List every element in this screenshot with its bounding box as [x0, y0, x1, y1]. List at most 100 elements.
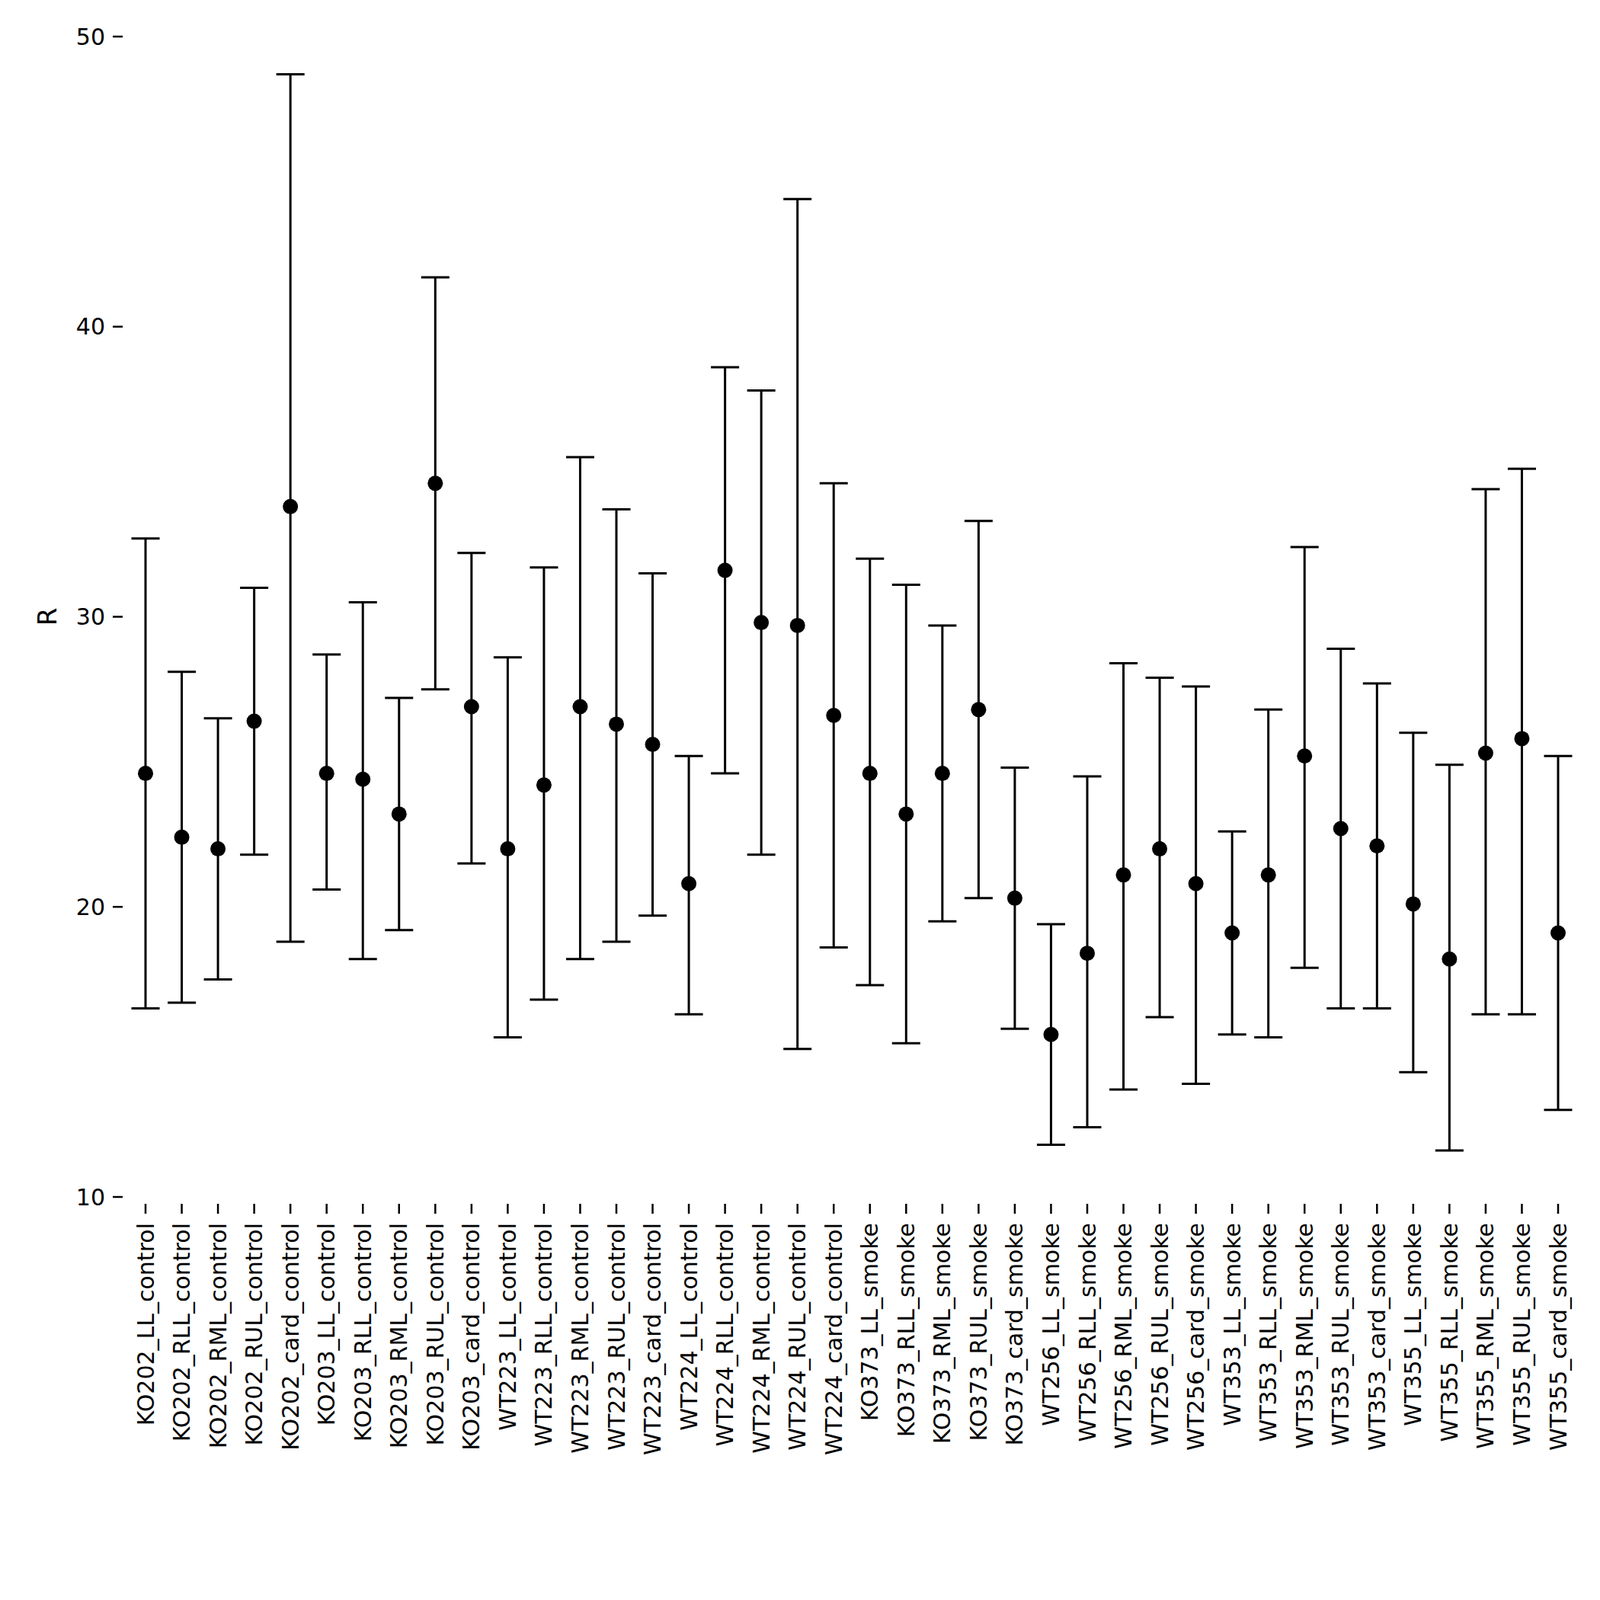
x-tick — [1303, 1203, 1306, 1214]
error-cap-low — [892, 1042, 921, 1045]
x-tick-label: WT224_RUL_control — [784, 1222, 811, 1451]
error-cap-low — [131, 1007, 160, 1010]
x-tick-label: KO202_RML_control — [204, 1222, 232, 1449]
y-tick-label: 20 — [76, 893, 106, 921]
point — [717, 563, 733, 579]
error-cap-high — [1363, 682, 1392, 685]
x-tick-label: WT256_card_smoke — [1182, 1222, 1210, 1451]
x-tick — [869, 1203, 872, 1214]
error-bar — [892, 585, 921, 1044]
x-tick-label: KO373_card_smoke — [1001, 1222, 1028, 1447]
point — [825, 707, 842, 724]
error-bar — [1109, 662, 1138, 1090]
x-tick-label: WT256_RML_smoke — [1110, 1222, 1137, 1450]
error-bar — [964, 521, 993, 899]
error-cap-high — [747, 389, 776, 392]
error-cap-low — [783, 1047, 812, 1050]
x-tick-label: KO373_RLL_smoke — [892, 1222, 920, 1437]
error-cap-high — [602, 508, 631, 511]
x-tick — [252, 1203, 256, 1214]
point — [319, 765, 335, 781]
y-tick-label: 40 — [76, 313, 106, 340]
error-cap-low — [710, 772, 740, 775]
x-tick — [217, 1203, 220, 1214]
x-tick-label: KO202_LL_control — [132, 1222, 160, 1426]
error-cap-high — [1290, 546, 1319, 549]
point — [862, 765, 878, 781]
x-tick — [579, 1203, 582, 1214]
error-cap-low — [312, 888, 341, 891]
point — [246, 713, 263, 730]
marks — [131, 73, 1573, 1151]
error-cap-low — [1398, 1071, 1428, 1074]
error-bar — [1254, 709, 1283, 1037]
x-tick-label: WT353_card_smoke — [1363, 1222, 1391, 1451]
chart: 1020304050RKO202_LL_controlKO202_RLL_con… — [0, 0, 1600, 1600]
error-cap-high — [855, 557, 884, 560]
error-cap-high — [204, 716, 233, 720]
error-cap-low — [348, 957, 378, 960]
point — [1405, 896, 1421, 912]
point — [355, 771, 371, 788]
error-cap-low — [1181, 1082, 1210, 1085]
error-cap-high — [1218, 830, 1247, 833]
x-tick — [1484, 1203, 1488, 1214]
y-tick — [112, 615, 123, 618]
error-cap-high — [566, 456, 595, 459]
x-tick — [905, 1203, 908, 1214]
error-cap-low — [384, 928, 413, 932]
error-cap-low — [1109, 1088, 1138, 1092]
x-tick-label: WT355_RML_smoke — [1472, 1222, 1499, 1450]
x-tick-label: KO203_RUL_control — [422, 1222, 449, 1446]
error-bar — [1544, 755, 1573, 1111]
error-bar — [421, 277, 450, 690]
error-cap-high — [819, 482, 848, 485]
error-bar — [855, 558, 884, 986]
error-bar — [710, 367, 740, 774]
x-tick — [470, 1203, 474, 1214]
error-cap-low — [638, 914, 667, 917]
error-cap-high — [675, 755, 704, 758]
point — [753, 614, 769, 631]
x-tick-label: KO202_RUL_control — [240, 1222, 268, 1446]
point — [1296, 748, 1312, 764]
point — [1043, 1027, 1059, 1043]
error-cap-high — [529, 566, 558, 569]
point — [1478, 745, 1494, 761]
error-bar — [1363, 683, 1392, 1008]
point — [210, 841, 226, 857]
error-bar — [276, 73, 305, 941]
x-tick — [398, 1203, 401, 1214]
x-tick-label: WT223_card_control — [639, 1222, 666, 1456]
error-cap-low — [204, 978, 233, 981]
x-tick — [760, 1203, 763, 1214]
error-cap-high — [1398, 731, 1428, 734]
x-tick — [543, 1203, 546, 1214]
x-tick-label: WT353_RUL_smoke — [1327, 1222, 1354, 1447]
error-cap-high — [783, 198, 812, 201]
error-bar — [819, 483, 848, 948]
error-bar — [348, 601, 378, 959]
error-cap-high — [710, 366, 740, 369]
point — [1441, 951, 1457, 967]
y-axis-label: R — [32, 608, 63, 627]
x-tick-label: WT256_RUL_smoke — [1146, 1222, 1174, 1447]
x-tick — [832, 1203, 836, 1214]
point — [1224, 925, 1240, 941]
error-cap-high — [964, 519, 993, 522]
x-tick-label: WT355_RUL_smoke — [1508, 1222, 1536, 1447]
point — [1333, 820, 1349, 836]
error-cap-high — [1326, 647, 1355, 650]
point — [790, 617, 806, 634]
x-tick-label: WT224_LL_control — [675, 1222, 703, 1431]
error-cap-low — [1471, 1013, 1500, 1016]
x-tick — [1231, 1203, 1234, 1214]
error-cap-high — [167, 670, 196, 673]
point — [1550, 925, 1566, 941]
x-tick-label: WT355_card_smoke — [1545, 1222, 1572, 1451]
error-cap-low — [529, 998, 558, 1002]
error-bar — [638, 572, 667, 916]
point — [572, 699, 588, 715]
point — [536, 777, 552, 793]
x-tick — [1194, 1203, 1197, 1214]
